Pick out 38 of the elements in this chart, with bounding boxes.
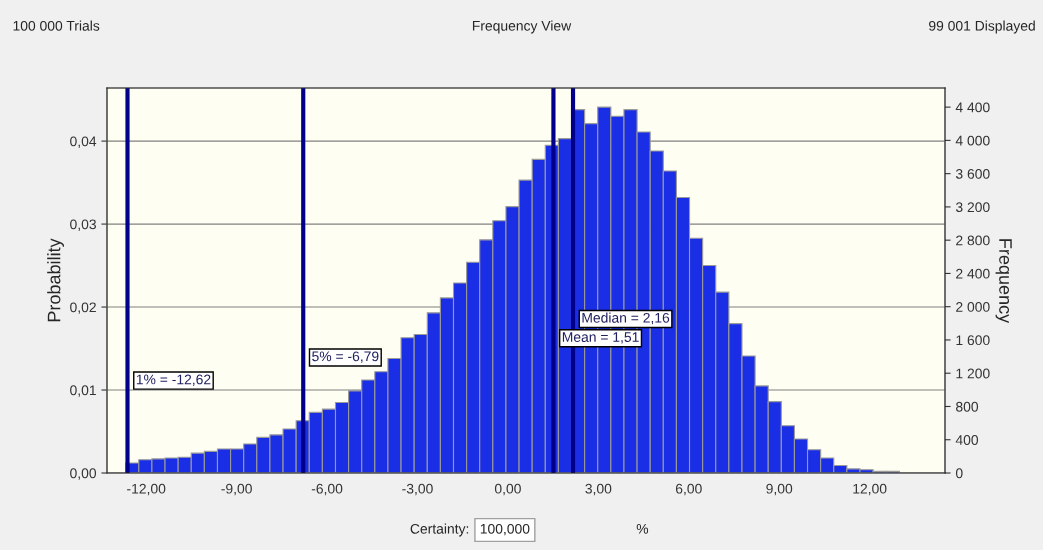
y-tick-label: 0,02 — [70, 302, 96, 314]
y-tick-label: 0,00 — [70, 468, 97, 480]
ref-line-label: 1% = -12,62 — [136, 374, 211, 386]
x-tick-label: -3,00 — [402, 483, 433, 496]
y2-tick-label: 400 — [955, 435, 979, 445]
y2-tick-label: 1 600 — [956, 335, 990, 346]
x-tick-label: 0,00 — [494, 483, 521, 496]
y2-tick-label: 2 000 — [956, 302, 990, 312]
x-tick-label: -12,00 — [127, 483, 166, 496]
x-tick-label: -9,00 — [221, 483, 252, 496]
y2-tick-label: 2 800 — [956, 235, 990, 246]
y2-tick-label: 4 000 — [955, 135, 990, 146]
y-tick-label: 0,01 — [70, 385, 96, 397]
text: 99 001 Displayed — [929, 20, 1035, 34]
x-tick-label: 9,00 — [766, 483, 793, 496]
y-tick-label: 0,04 — [70, 136, 97, 148]
y2-tick-label: 800 — [956, 401, 979, 412]
chart-title: Frequency View — [472, 20, 572, 34]
text: 100 000 Trials — [13, 20, 100, 31]
y2-tick-label: 4 400 — [955, 102, 990, 113]
y-axis-title: Probability — [47, 238, 64, 322]
y2-tick-label: 2 400 — [956, 268, 990, 279]
y2-tick-label: 1 200 — [956, 368, 990, 379]
y2-axis-title: Frequency — [995, 239, 1012, 324]
ref-line-label: Median = 2,16 — [582, 312, 670, 325]
ref-line-label: Mean = 1,51 — [562, 332, 639, 344]
x-tick-label: 3,00 — [585, 483, 612, 496]
x-tick-label: 6,00 — [675, 483, 702, 496]
text: Certainty: — [410, 523, 469, 537]
x-tick-label: -6,00 — [311, 483, 343, 496]
y-tick-label: 0,03 — [70, 219, 96, 231]
y2-tick-label: 0 — [955, 468, 963, 479]
x-tick-label: 12,00 — [853, 483, 887, 496]
y2-tick-label: 3 600 — [955, 168, 990, 179]
y2-tick-label: 3 200 — [955, 202, 990, 213]
ref-line-label: 5% = -6,79 — [312, 351, 379, 363]
text: % — [636, 523, 649, 534]
text: 100,000 — [480, 523, 530, 536]
